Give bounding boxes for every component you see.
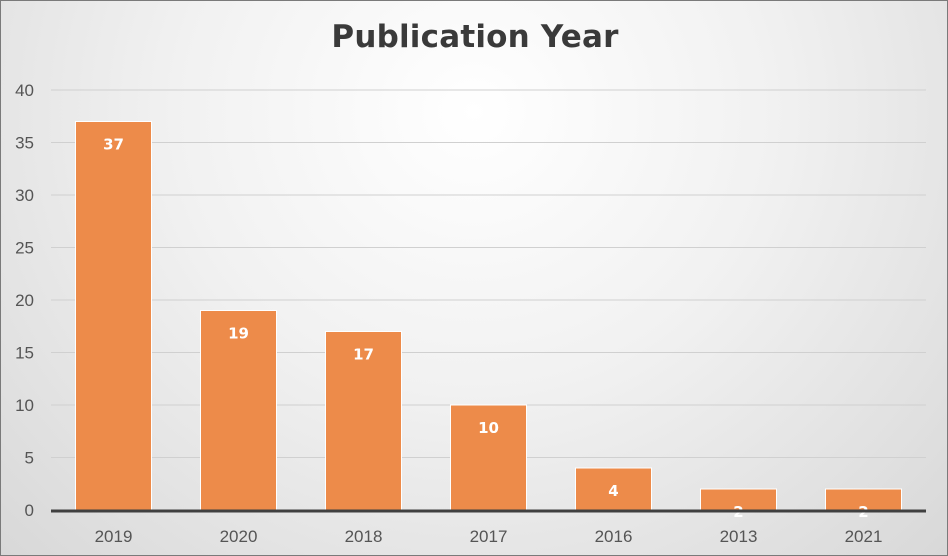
x-tick-label: 2020 [220, 527, 258, 546]
data-label: 19 [228, 325, 249, 343]
bar [575, 467, 652, 511]
gridlines [51, 89, 926, 458]
bar [200, 310, 277, 511]
data-label: 10 [478, 419, 499, 437]
x-tick-label: 2013 [720, 527, 758, 546]
x-tick-label: 2017 [470, 527, 508, 546]
data-label: 17 [353, 346, 374, 364]
data-label: 4 [608, 482, 618, 500]
bar [325, 331, 402, 511]
bars [75, 121, 902, 511]
data-labels: 37191710422 [103, 136, 869, 522]
x-axis-ticks: 2019 2020 2018 2017 2016 2013 2021 [95, 527, 883, 546]
bar [450, 404, 527, 511]
x-tick-label: 2016 [595, 527, 633, 546]
chart-title: Publication Year [331, 19, 619, 55]
y-tick-label: 0 [25, 501, 34, 520]
y-tick-label: 10 [15, 396, 34, 415]
data-label: 37 [103, 136, 124, 154]
y-tick-label: 20 [15, 291, 34, 310]
y-tick-label: 40 [15, 81, 34, 100]
y-tick-label: 25 [15, 239, 34, 258]
x-tick-label: 2021 [845, 527, 883, 546]
y-tick-label: 5 [25, 449, 34, 468]
y-tick-label: 15 [15, 344, 34, 363]
bar [75, 121, 152, 511]
y-tick-label: 35 [15, 134, 34, 153]
y-axis-ticks: 0 5 10 15 20 25 30 35 40 [15, 81, 34, 520]
x-tick-label: 2018 [345, 527, 383, 546]
y-tick-label: 30 [15, 186, 34, 205]
x-tick-label: 2019 [95, 527, 133, 546]
